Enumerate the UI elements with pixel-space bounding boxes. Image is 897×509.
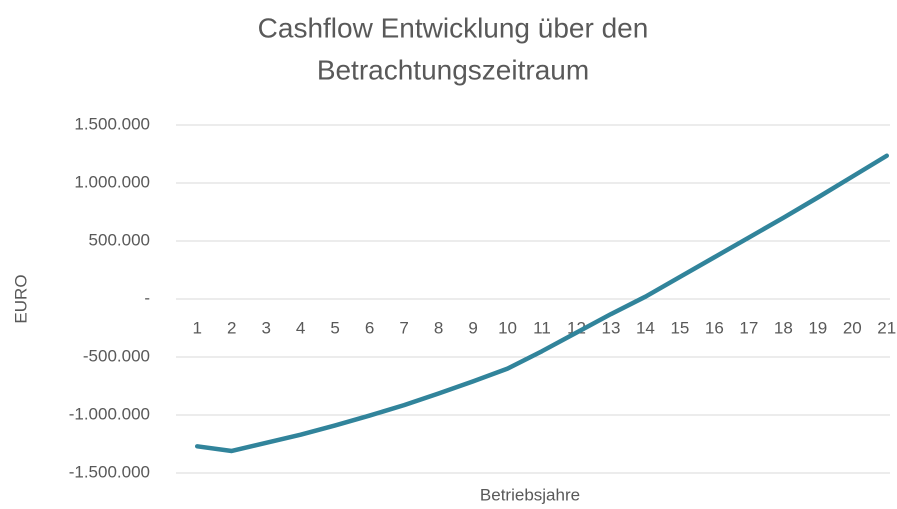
line-series (194, 153, 890, 454)
x-tick-label: 1 (193, 318, 202, 337)
x-tick-label: 5 (330, 318, 339, 337)
x-tick-label: 3 (261, 318, 270, 337)
y-tick-label: - (144, 288, 150, 307)
y-tick-label: 1.500.000 (74, 114, 150, 133)
x-tick-label: 11 (533, 318, 551, 337)
x-tick-label: 2 (227, 318, 236, 337)
x-tick-label: 9 (468, 318, 477, 337)
chart-title: Betrachtungszeitraum (317, 54, 589, 85)
x-tick-label: 16 (705, 318, 724, 337)
y-tick-label: 1.000.000 (74, 172, 150, 191)
y-tick-label: -1.000.000 (69, 404, 150, 423)
chart-title: Cashflow Entwicklung über den (258, 12, 649, 43)
x-tick-label: 18 (774, 318, 793, 337)
x-tick-label: 6 (365, 318, 374, 337)
x-tick-label: 7 (399, 318, 408, 337)
y-tick-label: -1.500.000 (69, 462, 150, 481)
x-tick-label: 15 (670, 318, 689, 337)
x-tick-label: 13 (601, 318, 620, 337)
x-tick-label: 4 (296, 318, 305, 337)
y-tick-label: 500.000 (89, 230, 150, 249)
x-tick-label: 17 (739, 318, 758, 337)
x-tick-label: 14 (636, 318, 655, 337)
x-tick-label: 8 (434, 318, 443, 337)
x-axis-label: Betriebsjahre (480, 485, 580, 504)
x-tick-label: 20 (843, 318, 862, 337)
y-axis-label: EURO (11, 274, 30, 323)
y-tick-label: -500.000 (83, 346, 150, 365)
x-tick-label: 10 (498, 318, 517, 337)
x-tick-label: 19 (808, 318, 827, 337)
x-tick-label: 21 (877, 318, 896, 337)
